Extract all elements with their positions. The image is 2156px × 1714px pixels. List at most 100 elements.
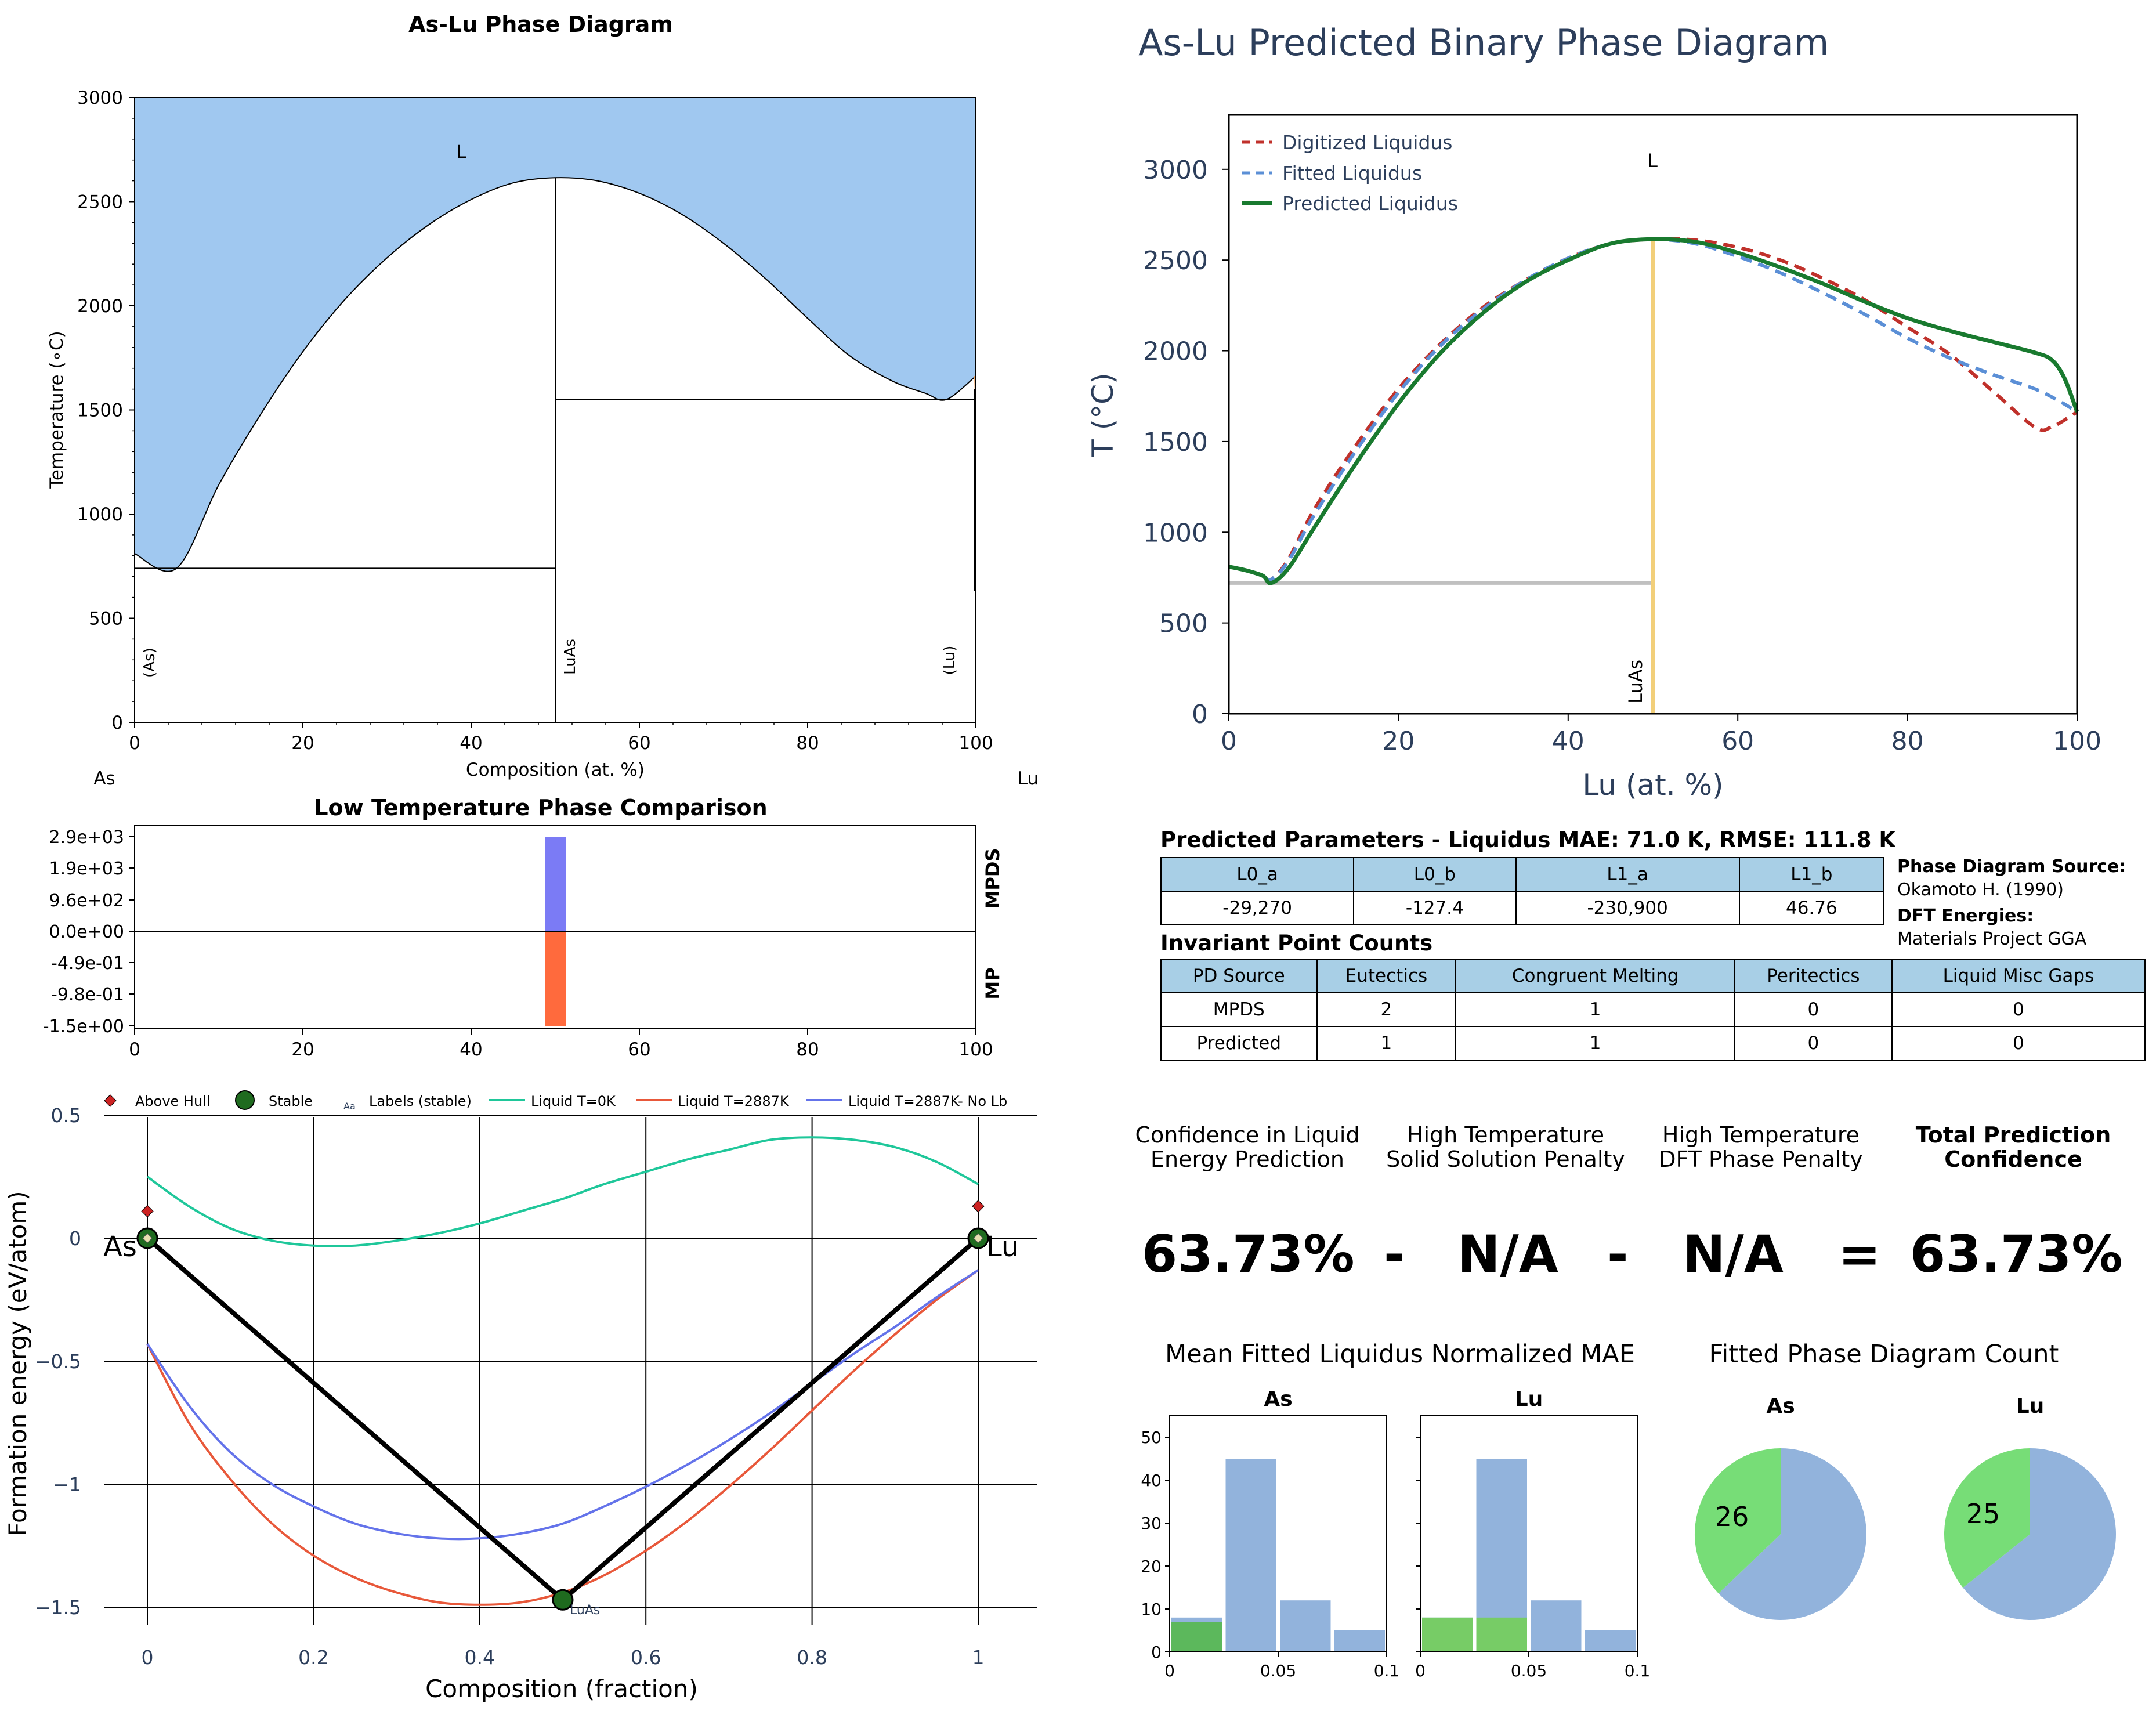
x-tick-label: 60 xyxy=(628,1039,650,1060)
predicted-compound-label: LuAs xyxy=(1625,660,1647,704)
source-value: Okamoto H. (1990) xyxy=(1897,880,2064,900)
x-tick-label: 0 xyxy=(1221,726,1237,756)
hull-label-lu: Lu xyxy=(986,1231,1019,1263)
phase-diagram-xlabel: Composition (at. %) xyxy=(466,760,645,780)
convex-hull-line xyxy=(146,1236,980,1603)
x-tick-label: 0 xyxy=(129,1039,140,1060)
y-tick-label: 30 xyxy=(1141,1514,1162,1533)
histogram-bar xyxy=(1225,1459,1276,1652)
y-tick-label: 9.6e+02 xyxy=(49,891,124,911)
invariants-header-cell: Liquid Misc Gaps xyxy=(1891,959,2146,993)
y-tick-label: -4.9e-01 xyxy=(51,953,124,974)
phase-diagram-title: As-Lu Phase Diagram xyxy=(408,12,673,37)
predicted-legend: Digitized Liquidus Fitted Liquidus Predi… xyxy=(1242,131,1458,215)
x-tick-label: 0.1 xyxy=(1374,1661,1400,1680)
invariants-header-cell: PD Source xyxy=(1160,959,1318,993)
x-tick-label: 20 xyxy=(291,733,314,754)
pie-lu-label: 25 xyxy=(1966,1498,2001,1529)
stable-point-marker xyxy=(552,1589,574,1611)
x-tick-label: 80 xyxy=(1891,726,1924,756)
histogram-frame xyxy=(1169,1415,1387,1652)
confidence-value-2: N/A xyxy=(1457,1224,1558,1284)
invariants-cell: MPDS xyxy=(1160,992,1318,1027)
y-tick-label: 0.5 xyxy=(51,1104,81,1127)
mae-title: Mean Fitted Liquidus Normalized MAE xyxy=(1165,1340,1635,1369)
x-tick-label: 0 xyxy=(1164,1661,1175,1680)
histogram-bar xyxy=(1280,1600,1331,1652)
legend-predicted-label: Predicted Liquidus xyxy=(1282,192,1458,215)
x-tick-label: 0.1 xyxy=(1625,1661,1651,1680)
phase-diagram-as-label: (As) xyxy=(141,648,158,678)
invariants-cell: 2 xyxy=(1316,992,1457,1027)
y-tick-label: 3000 xyxy=(1143,156,1208,185)
params-table: L0_a L0_b L1_a L1_b -29,270 -127.4 -230,… xyxy=(1160,857,1885,925)
y-tick-label: 0 xyxy=(69,1227,81,1250)
legend-stable-label: Stable xyxy=(269,1093,313,1109)
x-tick-label: 60 xyxy=(1721,726,1754,756)
confidence-caption-2: High Temperature Solid Solution Penalty xyxy=(1386,1122,1625,1172)
invariants-header-row: PD Source Eutectics Congruent Melting Pe… xyxy=(1160,959,2146,993)
params-value-cell: 46.76 xyxy=(1738,891,1885,925)
mp-bar xyxy=(545,931,566,1026)
invariants-header-cell: Eutectics xyxy=(1316,959,1457,993)
legend-liq1-label: Liquid T=2887K xyxy=(678,1093,790,1109)
predicted-liquidus-line xyxy=(1228,237,2079,585)
x-tick-label: 20 xyxy=(1382,726,1415,756)
above-hull-marker xyxy=(973,1233,983,1243)
above-hull-marker xyxy=(142,1233,153,1243)
params-header-cell: L0_b xyxy=(1353,857,1517,892)
histogram-highlight-bar xyxy=(1422,1617,1473,1652)
params-title: Predicted Parameters - Liquidus MAE: 71.… xyxy=(1160,827,1896,852)
invariants-row: Predicted 1 1 0 0 xyxy=(1160,1026,2146,1061)
x-tick-label: 60 xyxy=(628,733,650,754)
x-tick-label: 0.8 xyxy=(797,1646,827,1669)
y-tick-label: 1.9e+03 xyxy=(49,859,124,879)
legend-digitized-label: Digitized Liquidus xyxy=(1282,131,1453,154)
predicted-diagram-panel: As-Lu Predicted Binary Phase Diagram 0 20… xyxy=(1086,21,2101,802)
liquidus-curve xyxy=(134,177,976,572)
source-title: Phase Diagram Source: xyxy=(1897,856,2126,877)
histogram-highlight-bar xyxy=(1171,1622,1222,1652)
x-tick-label: 0.4 xyxy=(465,1646,495,1669)
invariants-cell: 1 xyxy=(1316,1026,1457,1061)
pie-slice-other xyxy=(1719,1448,1866,1620)
y-tick-label: 2500 xyxy=(77,192,123,213)
low-temp-mpds-label: MPDS xyxy=(982,848,1004,909)
liquid-2887k-curve xyxy=(146,1269,979,1606)
params-value-cell: -29,270 xyxy=(1160,891,1355,925)
phase-diagram-left-element: As xyxy=(93,768,115,789)
invariants-header-cell: Congruent Melting xyxy=(1455,959,1735,993)
y-tick-label: 0.0e+00 xyxy=(49,922,124,942)
y-tick-label: 10 xyxy=(1141,1600,1162,1619)
predicted-diagram-title: As-Lu Predicted Binary Phase Diagram xyxy=(1138,21,1829,64)
confidence-value-1: 63.73% xyxy=(1142,1224,1355,1284)
hull-label-luas: LuAs xyxy=(570,1603,600,1618)
histogram-highlight-bar xyxy=(1476,1617,1527,1652)
y-tick-label: 500 xyxy=(1159,609,1208,639)
confidence-value-4: 63.73% xyxy=(1910,1224,2123,1284)
y-tick-label: 40 xyxy=(1141,1471,1162,1490)
x-tick-label: 0 xyxy=(142,1646,154,1669)
x-tick-label: 0.05 xyxy=(1260,1661,1296,1680)
y-tick-label: -9.8e-01 xyxy=(51,985,124,1005)
y-tick-label: 0 xyxy=(111,713,123,733)
y-tick-label: 2.9e+03 xyxy=(49,827,124,848)
mae-histogram-as: As 0 0.05 0.1 0 10 20 30 40 50 xyxy=(1141,1387,1399,1680)
hull-panel: 0 0.2 0.4 0.6 0.8 1 0.5 0 −0.5 −1 −1.5 Composition… xyxy=(3,1090,1037,1703)
phase-diagram-luas-label: LuAs xyxy=(562,639,579,675)
x-tick-label: 80 xyxy=(796,1039,819,1060)
phase-diagram-regions xyxy=(134,97,976,722)
y-tick-label: −0.5 xyxy=(35,1350,81,1373)
x-tick-label: 20 xyxy=(291,1039,314,1060)
invariants-cell: 0 xyxy=(1734,1026,1893,1061)
histogram-bar xyxy=(1585,1630,1636,1652)
params-header-row: L0_a L0_b L1_a L1_b xyxy=(1160,857,1885,892)
confidence-value-3: N/A xyxy=(1683,1224,1784,1284)
x-tick-label: 40 xyxy=(460,1039,482,1060)
x-tick-label: 100 xyxy=(958,1039,993,1060)
legend-stable-marker xyxy=(235,1090,255,1110)
predicted-ylabel: T (°C) xyxy=(1086,373,1120,457)
y-tick-label: 50 xyxy=(1141,1428,1162,1447)
